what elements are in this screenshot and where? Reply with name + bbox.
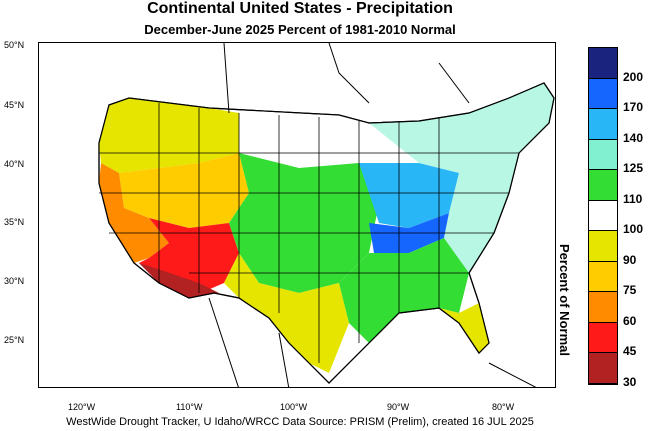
legend-swatch: [589, 170, 617, 201]
region-texas: [224, 253, 349, 373]
legend-swatch: [589, 322, 617, 354]
legend-swatch: [589, 200, 617, 232]
legend-label: 45: [623, 344, 637, 359]
lon-label: 80°W: [492, 402, 515, 412]
region-northern-rockies: [99, 98, 239, 173]
map-frame: [38, 42, 556, 388]
legend-label: 170: [623, 100, 644, 115]
legend-label: 90: [623, 252, 637, 267]
legend-colorbar: [588, 47, 618, 385]
legend-swatch: [589, 139, 617, 171]
lat-label: 25°N: [4, 335, 25, 345]
legend-title: Percent of Normal: [557, 244, 572, 356]
lon-label: 100°W: [280, 402, 308, 412]
lon-label: 120°W: [68, 402, 96, 412]
legend-swatch: [589, 78, 617, 110]
legend-swatch: [589, 48, 617, 79]
footer-credit: WestWide Drought Tracker, U Idaho/WRCC D…: [66, 416, 534, 428]
legend-swatch: [589, 292, 617, 323]
region-california-nevada: [99, 163, 169, 263]
lat-label: 50°N: [4, 40, 25, 50]
lat-label: 30°N: [4, 276, 25, 286]
legend-swatch: [589, 353, 617, 384]
country-borders: [208, 43, 537, 387]
lon-label: 110°W: [176, 402, 203, 412]
lat-label: 40°N: [4, 159, 25, 169]
region-northern-plains: [239, 113, 369, 168]
region-ohio-valley: [359, 163, 459, 228]
legend-label: 30: [623, 375, 637, 389]
region-great-basin: [119, 153, 249, 228]
state-boundaries: [99, 103, 519, 363]
map-subtitle: December-June 2025 Percent of 1981-2010 …: [144, 22, 456, 37]
legend-label: 60: [623, 313, 637, 328]
lat-label: 35°N: [4, 217, 25, 227]
legend-label: 140: [623, 130, 644, 145]
legend-label: 200: [623, 69, 644, 84]
precipitation-map: [98, 43, 555, 387]
legend-label: 100: [623, 222, 644, 237]
region-northeast: [369, 83, 554, 273]
lon-label: 90°W: [387, 402, 410, 412]
region-southeast: [339, 238, 469, 343]
region-central-plains: [229, 153, 379, 293]
legend-swatch: [589, 231, 617, 262]
legend-swatch: [589, 109, 617, 140]
legend-swatch: [589, 261, 617, 293]
us-border: [98, 82, 555, 384]
lat-label: 45°N: [4, 100, 25, 110]
legend-label: 110: [623, 191, 643, 206]
legend-label: 125: [623, 161, 644, 176]
legend-label: 75: [623, 283, 637, 298]
map-title: Continental United States - Precipitatio…: [147, 0, 453, 17]
region-florida: [439, 303, 489, 353]
